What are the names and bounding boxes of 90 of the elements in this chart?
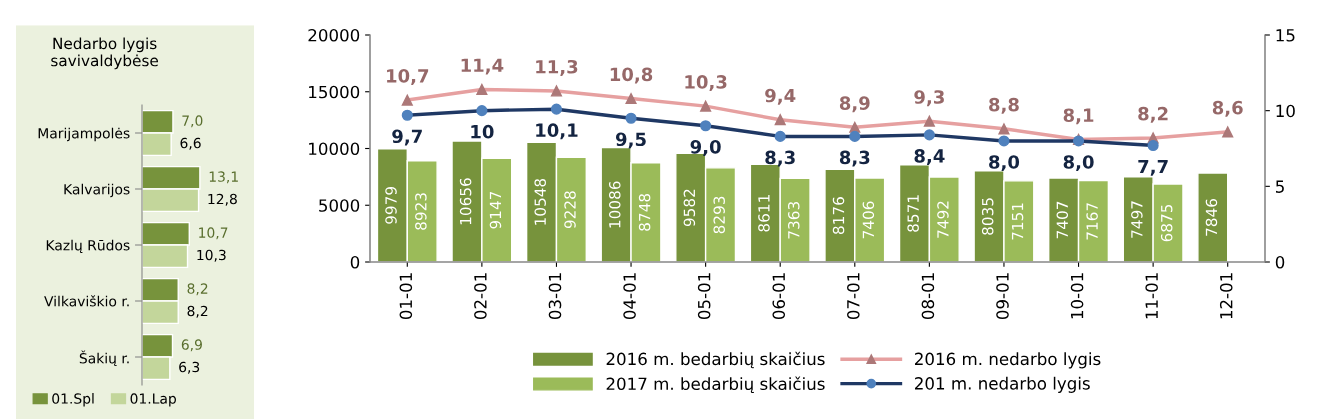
data-label: 9,4: [765, 88, 796, 105]
data-label: 7492: [937, 201, 949, 238]
data-label: 8176: [832, 197, 845, 235]
data-label: 9228: [564, 191, 576, 229]
data-label: 8,1: [1063, 108, 1094, 125]
x-tick-label: 08-01: [921, 273, 935, 320]
chart-title: Nedarbo lygis savivaldybėse: [51, 37, 159, 70]
y-tick-label: Kalvarijos: [64, 183, 130, 198]
data-label: 10,1: [536, 123, 578, 140]
x-tick-label: 12-01: [1219, 273, 1233, 319]
x-tick-label: 02-01: [474, 273, 487, 320]
data-label: 7363: [788, 202, 800, 239]
x-tick-label: 04-01: [623, 273, 636, 320]
data-label: 10548: [534, 178, 546, 225]
legend-label: 01.Lap: [130, 393, 176, 407]
data-label: 11,4: [461, 58, 504, 75]
data-label: 10,8: [610, 67, 653, 84]
y-tick-label: 10000: [309, 142, 360, 156]
y2-tick-label: 15: [1276, 29, 1295, 42]
data-label: 7,0: [182, 115, 203, 128]
data-label: 8748: [638, 193, 651, 231]
y-tick-label: 20000: [308, 28, 360, 42]
data-label: 7,7: [1138, 159, 1168, 176]
data-label: 8,3: [765, 150, 795, 167]
legend-label: 2016 m. bedarbių skaičius: [606, 351, 825, 369]
data-label: 6,6: [180, 137, 201, 150]
data-label: 13,1: [209, 171, 238, 184]
x-tick-label: 10-01: [1070, 273, 1084, 319]
data-label: 8923: [415, 193, 427, 230]
data-label: 9,5: [615, 132, 646, 149]
data-label: 10,7: [387, 69, 429, 85]
legend-label: 2016 m. nedarbo lygis: [915, 352, 1101, 369]
y-tick-label: Šakių r.: [79, 350, 129, 366]
data-label: 8,3: [839, 150, 870, 167]
data-label: 8,0: [1063, 155, 1094, 172]
data-label: 8,0: [989, 155, 1020, 172]
data-label: 8293: [713, 196, 725, 234]
data-label: 9,3: [914, 90, 944, 107]
data-label: 7407: [1056, 201, 1069, 239]
x-tick-label: 09-01: [996, 273, 1009, 320]
data-label: 11,3: [536, 59, 578, 76]
data-label: 7151: [1011, 203, 1024, 240]
data-label: 8,4: [914, 149, 945, 166]
data-label: 8,2: [1138, 106, 1168, 123]
data-label: 8,8: [989, 97, 1019, 114]
data-label: 8571: [907, 195, 919, 232]
data-label: 7497: [1131, 201, 1143, 238]
data-label: 7167: [1086, 203, 1098, 240]
data-label: 9147: [489, 191, 502, 229]
x-tick-label: 06-01: [772, 273, 786, 320]
y-tick-label: Vilkaviškio r.: [44, 295, 129, 307]
data-label: 8,2: [187, 305, 208, 318]
y-tick-label: Marijampolės: [38, 127, 130, 142]
data-label: 9,0: [690, 140, 721, 156]
y-tick-label: Kazlų Rūdos: [46, 239, 130, 253]
x-tick-label: 11-01: [1145, 273, 1158, 319]
x-tick-label: 03-01: [548, 273, 562, 320]
data-label: 8,9: [839, 96, 870, 113]
data-label: 7406: [862, 201, 875, 239]
bar: [1197, 172, 1229, 262]
data-label: 9979: [385, 187, 397, 224]
y2-tick-label: 5: [1276, 180, 1284, 193]
data-label: 6,3: [179, 361, 200, 374]
legend-label: 01.Spl: [52, 393, 94, 407]
data-label: 6875: [1160, 204, 1173, 242]
data-label: 8611: [758, 195, 770, 232]
legend-label: 201 m. nedarbo lygis: [915, 376, 1090, 393]
x-tick-label: 01-01: [399, 273, 413, 320]
data-label: 10: [471, 124, 494, 139]
data-label: 6,9: [181, 339, 202, 352]
y-tick-label: 0: [350, 255, 360, 269]
data-label: 10,3: [197, 249, 226, 262]
x-tick-label: 05-01: [697, 273, 711, 320]
data-label: 9,7: [392, 129, 422, 146]
y-tick-label: 5000: [319, 199, 360, 212]
data-label: 12,8: [208, 193, 237, 206]
y2-tick-label: 0: [1275, 255, 1285, 269]
data-label: 10656: [459, 178, 472, 225]
data-label: 8,6: [1212, 100, 1243, 117]
data-label: 8035: [981, 198, 994, 235]
data-label: 10,3: [685, 75, 727, 92]
data-label: 10,7: [199, 227, 228, 240]
data-label: 8,2: [187, 283, 208, 296]
x-tick-label: 07-01: [847, 273, 860, 320]
data-label: 10086: [609, 181, 621, 228]
y2-tick-label: 10: [1276, 104, 1295, 118]
legend-label: 2017 m. bedarbių skaičius: [606, 376, 825, 394]
y-tick-label: 15000: [309, 85, 360, 99]
data-label: 7846: [1205, 199, 1218, 236]
data-label: 9582: [683, 189, 696, 227]
